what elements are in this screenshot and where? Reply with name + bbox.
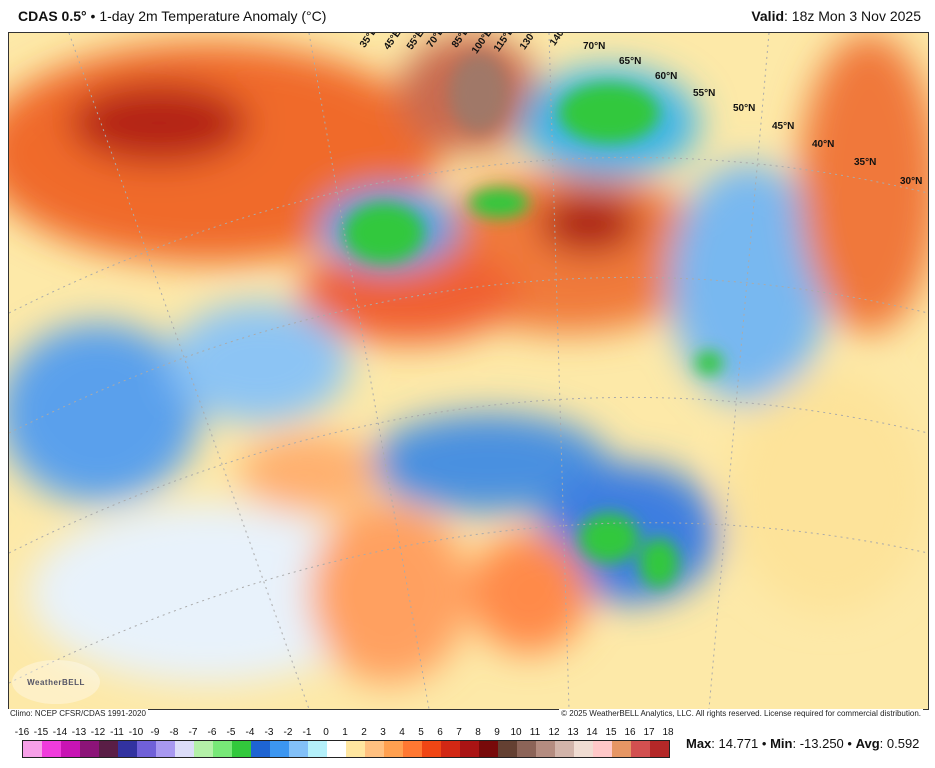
colorbar-swatch [289,741,308,757]
colorbar [22,740,670,758]
colorbar-tick-label: 1 [342,727,348,738]
colorbar-tick-label: 10 [510,727,522,738]
colorbar-tick-label: -8 [169,727,179,738]
stats-readout: Max: 14.771 • Min: -13.250 • Avg: 0.592 [686,736,920,751]
colorbar-swatch [555,741,574,757]
map-title: CDAS 0.5° • 1-day 2m Temperature Anomaly… [18,8,327,24]
lat-label: 60°N [655,71,678,82]
colorbar-swatch [403,741,422,757]
lat-label: 55°N [693,88,716,99]
colorbar-tick-label: 6 [437,727,443,738]
colorbar-swatch [422,741,441,757]
colorbar-tick-label: -12 [90,727,106,738]
colorbar-tick-label: -13 [71,727,87,738]
colorbar-tick-label: -6 [207,727,217,738]
colorbar-tick-label: -9 [150,727,160,738]
colorbar-tick-label: 0 [323,727,329,738]
lat-label: 70°N [583,41,606,52]
lat-label: 35°N [854,157,877,168]
colorbar-swatch [479,741,498,757]
colorbar-swatch [118,741,137,757]
colorbar-tick-label: 15 [605,727,617,738]
valid-time: Valid: 18z Mon 3 Nov 2025 [751,8,921,24]
colorbar-tick-label: 5 [418,727,424,738]
colorbar-swatch [42,741,61,757]
colorbar-swatch [612,741,631,757]
colorbar-tick-label: -2 [283,727,293,738]
colorbar-swatch [441,741,460,757]
colorbar-swatch [460,741,479,757]
climo-note: Climo: NCEP CFSR/CDAS 1991-2020 [8,709,148,718]
colorbar-swatch [384,741,403,757]
colorbar-tick-label: 12 [548,727,560,738]
colorbar-swatch [80,741,99,757]
colorbar-swatch [365,741,384,757]
colorbar-tick-label: 18 [662,727,674,738]
colorbar-tick-label: 17 [643,727,655,738]
colorbar-tick-label: 3 [380,727,386,738]
anomaly-field [9,33,928,709]
colorbar-tick-label: -15 [33,727,49,738]
colorbar-tick-label: 8 [475,727,481,738]
colorbar-tick-label: -16 [14,727,30,738]
colorbar-tick-label: 9 [494,727,500,738]
colorbar-swatch [593,741,612,757]
colorbar-tick-label: -1 [302,727,312,738]
colorbar-swatch [308,741,327,757]
colorbar-swatch [213,741,232,757]
lat-label: 65°N [619,56,642,67]
colorbar-tick-label: -11 [110,727,124,738]
colorbar-tick-label: 16 [624,727,636,738]
colorbar-swatch [251,741,270,757]
colorbar-swatch [99,741,118,757]
colorbar-tick-label: -4 [245,727,255,738]
colorbar-swatch [631,741,650,757]
colorbar-tick-label: -3 [264,727,274,738]
colorbar-swatch [270,741,289,757]
weatherbell-logo: WeatherBELL [12,660,100,704]
colorbar-tick-label: 7 [456,727,462,738]
colorbar-swatch [156,741,175,757]
colorbar-tick-label: 13 [567,727,579,738]
colorbar-swatch [536,741,555,757]
colorbar-swatch [137,741,156,757]
colorbar-tick-label: 4 [399,727,405,738]
colorbar-swatch [346,741,365,757]
colorbar-swatch [61,741,80,757]
colorbar-tick-label: 14 [586,727,598,738]
colorbar-tick-label: -7 [188,727,198,738]
colorbar-swatch [23,741,42,757]
lat-label: 45°N [772,121,795,132]
colorbar-tick-label: -14 [52,727,68,738]
colorbar-tick-label: -5 [226,727,236,738]
colorbar-tick-label: 11 [529,727,541,738]
copyright-note: © 2025 WeatherBELL Analytics, LLC. All r… [559,709,923,718]
lat-label: 30°N [900,176,923,187]
colorbar-swatch [498,741,517,757]
temperature-anomaly-map: 35°E 45°E 55°E 70°E 85°E 100°E 115°E 130… [8,32,929,710]
colorbar-ticks: -16 -15 -14 -13 -12 -11 -10 -9 -8 -7 -6 -5 -4 -3 -2 -1 0… [15,727,674,739]
lat-label: 50°N [733,103,756,114]
colorbar-tick-label: -10 [128,727,144,738]
colorbar-swatch [175,741,194,757]
colorbar-swatch [327,741,346,757]
colorbar-swatch [232,741,251,757]
colorbar-swatch [517,741,536,757]
colorbar-swatch [574,741,593,757]
colorbar-swatch [194,741,213,757]
colorbar-tick-label: 2 [361,727,367,738]
lat-label: 40°N [812,139,835,150]
colorbar-swatch [650,741,669,757]
